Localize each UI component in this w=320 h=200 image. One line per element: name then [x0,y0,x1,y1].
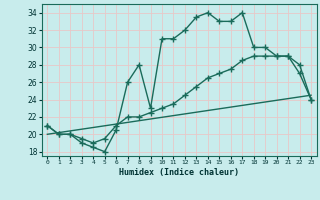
X-axis label: Humidex (Indice chaleur): Humidex (Indice chaleur) [119,168,239,177]
